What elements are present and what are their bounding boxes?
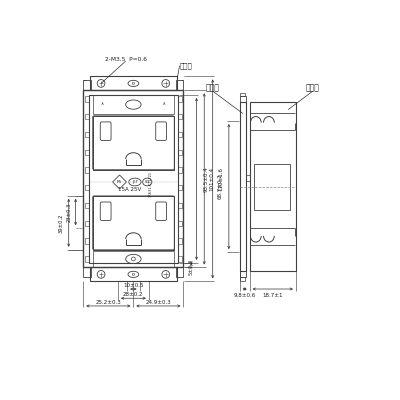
Bar [83,80,91,90]
Bar [240,102,246,271]
Text: 2-M3.5  P=0.6: 2-M3.5 P=0.6 [105,57,147,62]
Text: 68.7±0.2: 68.7±0.2 [217,174,222,200]
Bar [90,76,177,90]
Bar [240,96,246,102]
Bar [178,167,182,173]
Bar [83,268,91,278]
Bar [85,203,89,208]
Bar [254,164,290,210]
Bar [85,150,89,155]
Bar [246,175,250,181]
Bar [240,93,245,96]
Bar [92,95,174,114]
Text: 10±0.5: 10±0.5 [123,283,144,288]
Text: ボディ: ボディ [306,84,320,92]
Bar [85,185,89,190]
Bar [85,96,89,102]
Text: 101±0.4: 101±0.4 [210,167,214,191]
Text: JET: JET [132,180,138,184]
Bar [92,196,174,250]
Text: 9.8±0.6: 9.8±0.6 [234,293,256,298]
Text: 15A 25V: 15A 25V [118,187,141,192]
Bar [178,185,182,190]
Bar [178,256,182,262]
Bar [90,268,177,281]
Bar [89,95,178,263]
Bar [178,114,182,119]
Bar [85,221,89,226]
Text: 3R631-K71F21: 3R631-K71F21 [148,170,152,196]
Text: 39±0.2: 39±0.2 [58,213,64,232]
Bar [250,102,296,271]
Bar [92,116,174,170]
Bar [176,80,184,90]
Bar [85,114,89,119]
Bar [178,96,182,102]
Text: 93.5±0.4: 93.5±0.4 [203,166,208,192]
Text: 取付枠: 取付枠 [180,62,192,69]
Bar [85,167,89,173]
Text: 28±0.2: 28±0.2 [123,292,144,297]
Bar [176,268,184,278]
Bar [85,256,89,262]
Text: 25.2±0.3: 25.2±0.3 [96,300,121,305]
Bar [178,150,182,155]
Text: 24.9±0.3: 24.9±0.3 [146,300,171,305]
Bar [92,251,174,267]
Bar [85,238,89,244]
Text: 18.7±1: 18.7±1 [262,293,283,298]
Bar [240,271,246,278]
Bar [83,90,184,268]
Text: カバー: カバー [206,84,220,92]
Bar [178,238,182,244]
Bar [240,278,245,280]
Bar [178,132,182,137]
Text: 5±0.3: 5±0.3 [189,259,194,275]
Text: 110±1.6: 110±1.6 [218,167,223,191]
Bar [178,203,182,208]
Bar [178,221,182,226]
Text: SG: SG [145,180,150,184]
Text: 23±0.3: 23±0.3 [67,202,72,222]
Bar [85,132,89,137]
Text: PS: PS [117,180,122,184]
